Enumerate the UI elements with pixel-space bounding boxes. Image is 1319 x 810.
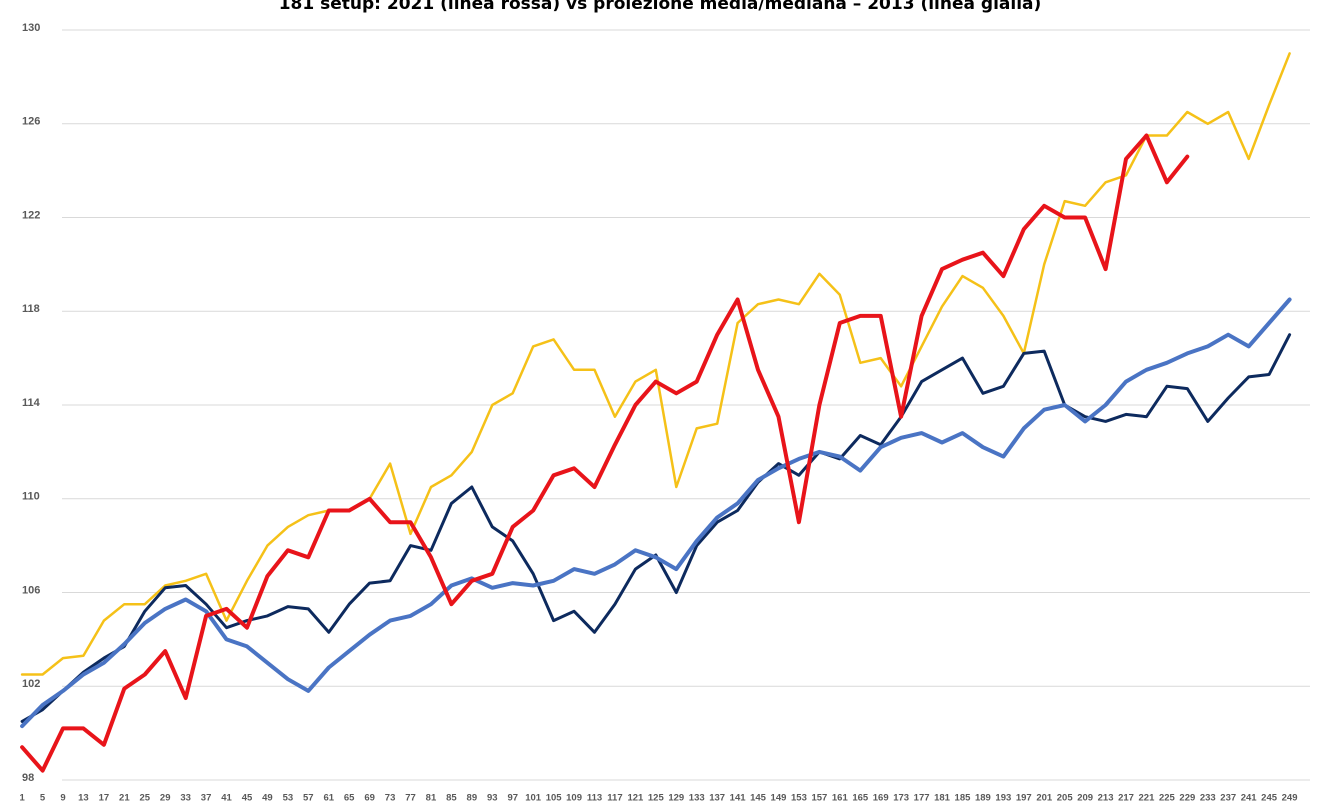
chart-title: 181 setup: 2021 (linea rossa) vs proiezi… — [279, 0, 1042, 14]
x-tick-label: 117 — [607, 793, 622, 804]
x-tick-label: 141 — [730, 793, 747, 804]
x-tick-label: 169 — [873, 793, 889, 804]
x-tick-label: 121 — [627, 793, 644, 804]
x-tick-label: 157 — [811, 793, 827, 804]
x-tick-label: 97 — [507, 793, 518, 804]
x-tick-label: 101 — [525, 793, 542, 804]
x-tick-label: 57 — [303, 793, 314, 804]
x-tick-label: 73 — [385, 793, 396, 804]
x-tick-label: 241 — [1241, 793, 1258, 804]
x-tick-label: 33 — [180, 793, 191, 804]
x-tick-label: 205 — [1057, 793, 1074, 804]
x-tick-label: 129 — [668, 793, 684, 804]
x-tick-label: 93 — [487, 793, 498, 804]
x-tick-label: 237 — [1220, 793, 1236, 804]
series-line — [20, 333, 1292, 723]
x-tick-label: 245 — [1261, 793, 1278, 804]
series-line — [20, 52, 1291, 676]
y-tick-label: 110 — [22, 491, 40, 503]
y-tick-label: 130 — [22, 22, 40, 34]
x-tick-label: 149 — [771, 793, 787, 804]
x-tick-label: 133 — [689, 793, 705, 804]
x-tick-label: 109 — [566, 793, 582, 804]
x-tick-label: 181 — [934, 793, 951, 804]
x-tick-label: 25 — [139, 793, 150, 804]
x-tick-label: 61 — [323, 793, 334, 804]
x-tick-label: 89 — [467, 793, 478, 804]
x-tick-label: 65 — [344, 793, 355, 804]
y-tick-label: 122 — [22, 209, 40, 221]
x-tick-label: 161 — [832, 793, 849, 804]
x-tick-label: 45 — [242, 793, 253, 804]
y-tick-label: 126 — [22, 116, 40, 128]
x-tick-label: 113 — [587, 793, 602, 804]
x-tick-label: 49 — [262, 793, 273, 804]
x-tick-label: 209 — [1077, 793, 1093, 804]
x-tick-label: 249 — [1282, 793, 1298, 804]
x-tick-label: 213 — [1098, 793, 1114, 804]
x-tick-label: 105 — [546, 793, 563, 804]
x-tick-label: 85 — [446, 793, 457, 804]
x-tick-label: 189 — [975, 793, 991, 804]
x-tick-label: 29 — [160, 793, 171, 804]
x-tick-label: 53 — [283, 793, 294, 804]
x-tick-label: 21 — [119, 793, 130, 804]
x-tick-label: 185 — [955, 793, 972, 804]
x-tick-label: 9 — [60, 793, 65, 804]
y-tick-label: 114 — [22, 397, 41, 409]
x-tick-label: 5 — [40, 793, 46, 804]
x-tick-label: 201 — [1036, 793, 1053, 804]
y-tick-label: 118 — [22, 303, 40, 315]
x-tick-label: 229 — [1179, 793, 1195, 804]
x-tick-label: 125 — [648, 793, 665, 804]
y-tick-label: 102 — [22, 678, 40, 690]
x-tick-label: 69 — [364, 793, 375, 804]
x-tick-label: 217 — [1118, 793, 1134, 804]
y-tick-label: 98 — [22, 772, 34, 784]
x-tick-label: 17 — [99, 793, 110, 804]
x-tick-label: 225 — [1159, 793, 1176, 804]
x-tick-label: 233 — [1200, 793, 1216, 804]
x-tick-label: 13 — [78, 793, 89, 804]
x-tick-label: 153 — [791, 793, 807, 804]
x-tick-label: 81 — [426, 793, 437, 804]
x-tick-label: 193 — [995, 793, 1011, 804]
x-tick-label: 77 — [405, 793, 416, 804]
x-tick-label: 221 — [1139, 793, 1156, 804]
series-line — [20, 297, 1292, 729]
x-tick-label: 41 — [221, 793, 232, 804]
x-tick-label: 177 — [914, 793, 930, 804]
x-tick-label: 173 — [893, 793, 909, 804]
x-tick-label: 197 — [1016, 793, 1032, 804]
x-tick-label: 165 — [852, 793, 869, 804]
x-tick-label: 137 — [709, 793, 725, 804]
x-tick-label: 145 — [750, 793, 767, 804]
series-line — [20, 133, 1190, 773]
y-tick-label: 106 — [22, 584, 40, 596]
x-tick-label: 37 — [201, 793, 212, 804]
x-tick-label: 1 — [19, 793, 25, 804]
